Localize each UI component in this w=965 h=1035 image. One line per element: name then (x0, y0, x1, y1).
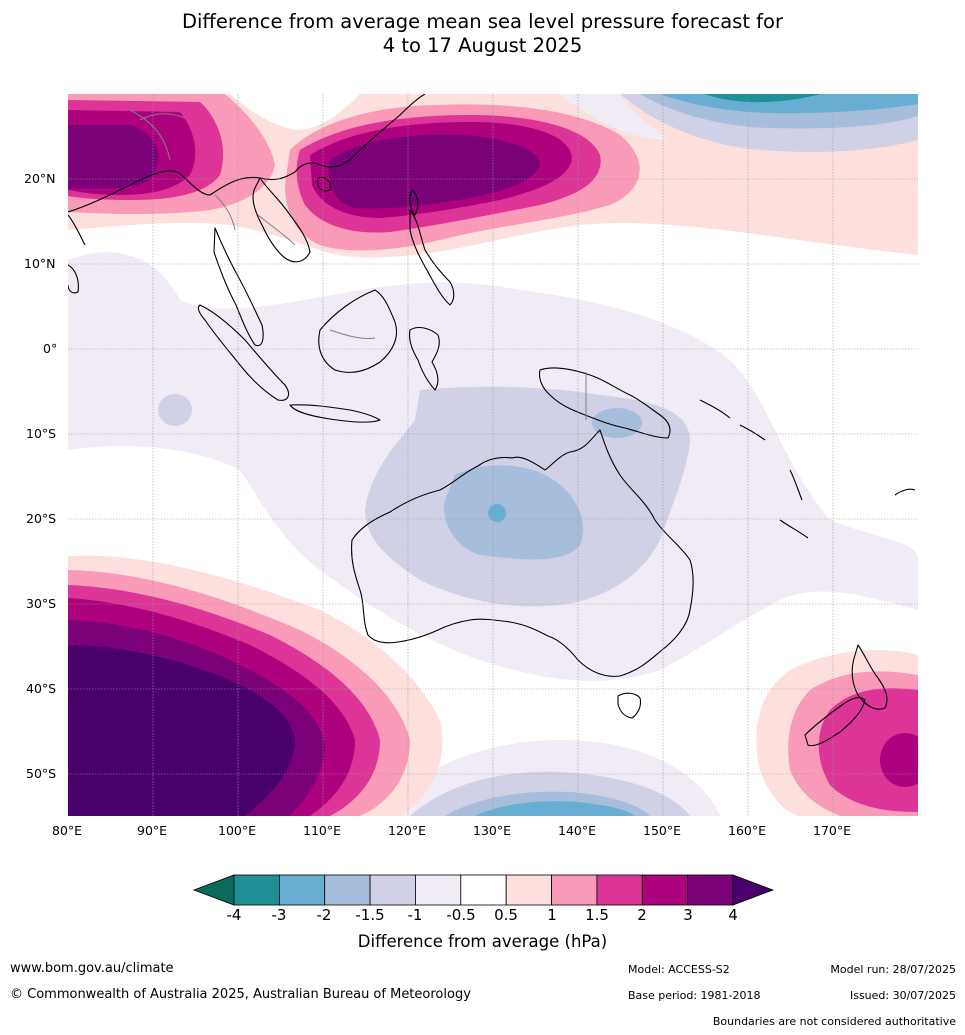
colorbar-segment (687, 874, 734, 906)
colorbar-segment (278, 874, 326, 906)
colorbar-extend-low (192, 874, 235, 906)
footer-base-period: Base period: 1981-2018 (628, 989, 761, 1002)
vanuatu-coast (789, 469, 803, 501)
colorbar-tick: 0.5 (494, 906, 518, 924)
footer-disclaimer: Boundaries are not considered authoritat… (712, 1015, 956, 1028)
colorbar-segment (415, 874, 462, 906)
taiwan-coast (409, 189, 419, 216)
india-coast (68, 214, 86, 246)
asia-coast (68, 94, 426, 213)
australia-coast (351, 429, 694, 677)
new-zealand-south-coast (804, 696, 866, 747)
title-line-1: Difference from average mean sea level p… (182, 10, 783, 33)
sumatra-coast (197, 304, 290, 401)
new-zealand-north-coast (851, 644, 888, 710)
colorbar-tick: -1 (407, 906, 423, 924)
colorbar (192, 874, 775, 906)
colorbar-tick: 1 (547, 906, 557, 924)
new-guinea-coast (538, 367, 671, 439)
footer-url[interactable]: www.bom.gov.au/climate (10, 961, 174, 976)
footer-model-run: Model run: 28/07/2025 (830, 963, 956, 976)
colorbar-tick: 3 (683, 906, 693, 924)
java-coast (289, 404, 381, 423)
colorbar-title: Difference from average (hPa) (357, 932, 608, 951)
graticule (68, 94, 918, 816)
colorbar-tick: 4 (728, 906, 738, 924)
colorbar-tick: -1.5 (355, 906, 385, 924)
colorbar-segment (233, 874, 280, 906)
colorbar-segment (551, 874, 598, 906)
colorbar-tick: 1.5 (585, 906, 609, 924)
colorbar-segment (324, 874, 371, 906)
lon-label-140e: 140°E (558, 823, 597, 838)
solomon-islands-coast (699, 399, 766, 441)
colorbar-tick: -3 (271, 906, 287, 924)
indochina-coast (252, 177, 311, 263)
title-line-2: 4 to 17 August 2025 (382, 34, 583, 57)
colorbar-tick: 2 (637, 906, 647, 924)
colorbar-segment (505, 874, 552, 906)
colorbar-tick: -2 (316, 906, 332, 924)
lon-label-100e: 100°E (218, 823, 257, 838)
colorbar-segment (596, 874, 643, 906)
tasmania-coast (617, 692, 642, 719)
lon-label-120e: 120°E (388, 823, 427, 838)
malay-peninsula-coast (213, 227, 264, 347)
lon-label-110e: 110°E (303, 823, 342, 838)
colorbar-segment (369, 874, 416, 906)
lon-label-130e: 130°E (473, 823, 512, 838)
lat-label-30s: 30°S (26, 596, 57, 611)
colorbar-segment (460, 874, 507, 906)
new-caledonia-coast (779, 519, 809, 539)
sri-lanka-coast (68, 264, 79, 294)
sulawesi-coast (408, 326, 440, 391)
lat-label-50s: 50°S (26, 766, 57, 781)
lon-label-80e: 80°E (52, 823, 83, 838)
colorbar-segment (641, 874, 689, 906)
lon-label-170e: 170°E (813, 823, 852, 838)
lon-label-160e: 160°E (728, 823, 767, 838)
philippines-coast (409, 209, 455, 306)
footer-copyright: © Commonwealth of Australia 2025, Austra… (10, 987, 471, 1002)
lat-label-40s: 40°S (26, 681, 57, 696)
fiji-coast (894, 488, 916, 496)
lon-label-90e: 90°E (137, 823, 168, 838)
map-field (68, 94, 918, 816)
footer-issued: Issued: 30/07/2025 (849, 989, 956, 1002)
footer-model: Model: ACCESS-S2 (628, 963, 730, 976)
lat-label-10n: 10°N (24, 256, 56, 271)
borneo-coast (318, 289, 398, 373)
colorbar-tick: -0.5 (446, 906, 476, 924)
lat-label-0: 0° (43, 341, 58, 356)
coastlines (68, 94, 916, 747)
lat-label-20n: 20°N (24, 171, 56, 186)
country-borders (129, 109, 587, 420)
colorbar-tick: -4 (226, 906, 242, 924)
lon-label-150e: 150°E (643, 823, 682, 838)
lat-label-10s: 10°S (26, 426, 57, 441)
colorbar-extend-high (732, 874, 775, 906)
lat-label-20s: 20°S (26, 511, 57, 526)
hainan-coast (317, 177, 331, 192)
